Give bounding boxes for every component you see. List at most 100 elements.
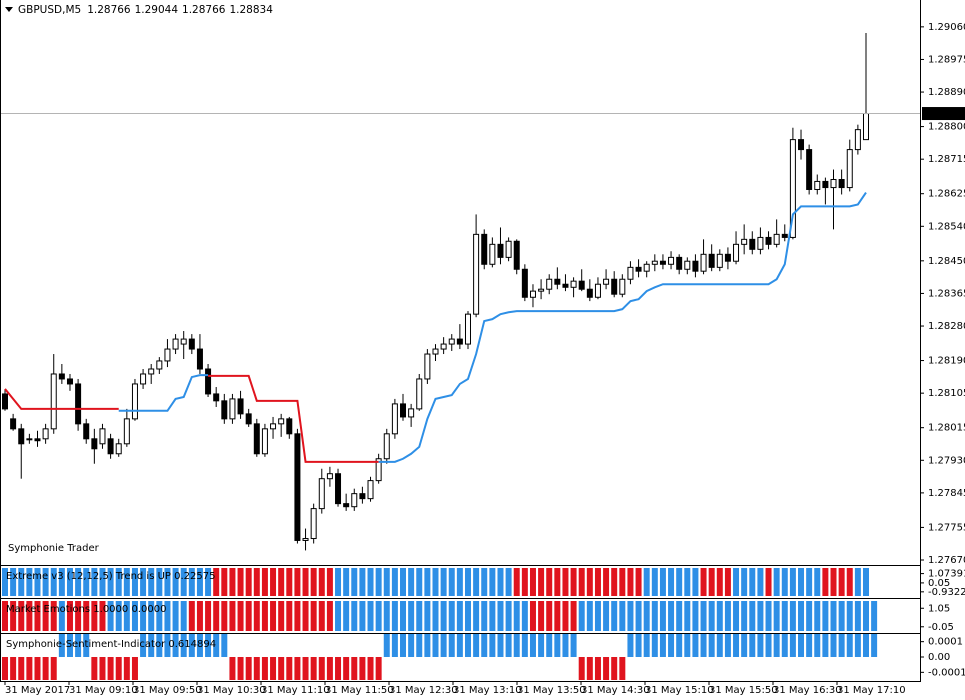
indicator-bar <box>335 568 342 596</box>
indicator-bar <box>318 568 325 596</box>
annotation: Symphonie Trader <box>8 543 100 554</box>
candle-body <box>18 428 25 445</box>
indicator-bar <box>513 634 520 657</box>
indicator-bar <box>603 601 610 631</box>
indicator-bar <box>464 568 471 596</box>
indicator-bar <box>806 601 813 631</box>
indicator-bar <box>205 568 212 596</box>
indicator-bar <box>854 568 861 596</box>
indicator-bar <box>651 634 658 657</box>
candle-body <box>188 338 195 350</box>
x-tick-label: 31 May 11:50 <box>325 685 394 696</box>
candle-body <box>676 256 683 270</box>
indicator-bar <box>659 634 666 657</box>
indicator-bar <box>863 601 869 631</box>
indicator-bar <box>91 657 98 680</box>
indicator-bar <box>66 634 73 657</box>
indicator-bar <box>708 568 715 596</box>
indicator-bar <box>586 601 593 631</box>
indicator-bar <box>253 601 260 631</box>
stop-line <box>118 374 209 412</box>
indicator-bar <box>66 601 73 631</box>
indicator-bar <box>318 601 325 631</box>
indicator-bar <box>863 634 869 657</box>
indicator-bar <box>700 634 707 657</box>
indicator-bar <box>473 601 480 631</box>
indicator-bar <box>229 568 236 596</box>
indicator-bar <box>75 568 82 596</box>
indicator-bar <box>546 568 553 596</box>
indicator-bar <box>854 601 861 631</box>
indicator-bar <box>148 568 155 596</box>
candle-body <box>578 280 585 290</box>
indicator-bar <box>814 568 821 596</box>
y-tick-label: 1.07391 <box>928 569 965 580</box>
price-tag-label: 1.28834 <box>925 109 965 120</box>
indicator-bar <box>489 634 496 657</box>
candle-body <box>318 478 325 510</box>
indicator-bar <box>400 634 407 657</box>
indicator-bar <box>798 601 805 631</box>
indicator-bar <box>310 657 317 680</box>
indicator-bar <box>294 568 301 596</box>
y-tick-label: 1.28715 <box>928 154 965 165</box>
indicator-bar <box>668 601 675 631</box>
indicator-bar <box>562 568 569 596</box>
indicator-bar <box>261 568 268 596</box>
indicator-bar <box>643 634 650 657</box>
menu-triangle[interactable] <box>5 7 13 12</box>
indicator-bar <box>367 601 374 631</box>
candle-body <box>513 240 520 270</box>
indicator-bar <box>562 634 569 657</box>
indicator-bar <box>351 568 358 596</box>
indicator-bar <box>611 568 618 596</box>
indicator-bar <box>34 601 41 631</box>
y-tick-label: 1.27845 <box>928 488 965 499</box>
indicator-bar <box>237 601 244 631</box>
indicator-bar <box>619 601 626 631</box>
candle-body <box>692 260 699 272</box>
candle-body <box>205 368 212 395</box>
labels: GBPUSD,M5 1.28766 1.29044 1.28766 1.28834 Sy… <box>4 4 965 696</box>
indicator-bar <box>367 568 374 596</box>
indicator-bar <box>643 601 650 631</box>
y-tick-label: 1.28540 <box>928 221 965 232</box>
candle-body <box>221 400 228 420</box>
indicator-bar <box>123 657 130 680</box>
indicator-bar <box>42 601 49 631</box>
candle-body <box>180 338 187 345</box>
indicator-bar <box>66 568 73 596</box>
candle-body <box>83 423 90 440</box>
indicator-bar <box>107 601 114 631</box>
indicator-bar <box>237 657 244 680</box>
indicator-bar <box>538 601 545 631</box>
indicator-bar <box>408 601 415 631</box>
indicator-bar <box>724 601 731 631</box>
indicator-bar <box>278 568 285 596</box>
indicator-bar <box>521 634 528 657</box>
candle-body <box>391 403 398 435</box>
indicator-bar <box>50 568 57 596</box>
candle-body <box>854 129 861 151</box>
indicator-bar <box>676 634 683 657</box>
indicator-bar <box>603 657 610 680</box>
indicator-bar <box>481 601 488 631</box>
candle-body <box>716 253 723 268</box>
indicator-bar <box>253 657 260 680</box>
candle-body <box>464 313 471 345</box>
indicator-bar <box>99 601 106 631</box>
indicator-label: Extreme v3 (12,12,5) Trend is UP 0.22575 <box>6 571 215 582</box>
indicator-bar <box>58 634 65 657</box>
indicator-bar <box>497 634 504 657</box>
candle-body <box>668 256 675 265</box>
indicator-bar <box>26 568 33 596</box>
indicator-bar <box>253 568 260 596</box>
indicator-bar <box>26 601 33 631</box>
indicator-bar <box>10 657 17 680</box>
candle-body <box>99 428 106 445</box>
indicator-bar <box>391 601 398 631</box>
indicator-bar <box>643 568 650 596</box>
x-tick-label: 31 May 2017 <box>5 685 70 696</box>
candle-body <box>302 538 309 541</box>
indicator-bar <box>180 601 187 631</box>
